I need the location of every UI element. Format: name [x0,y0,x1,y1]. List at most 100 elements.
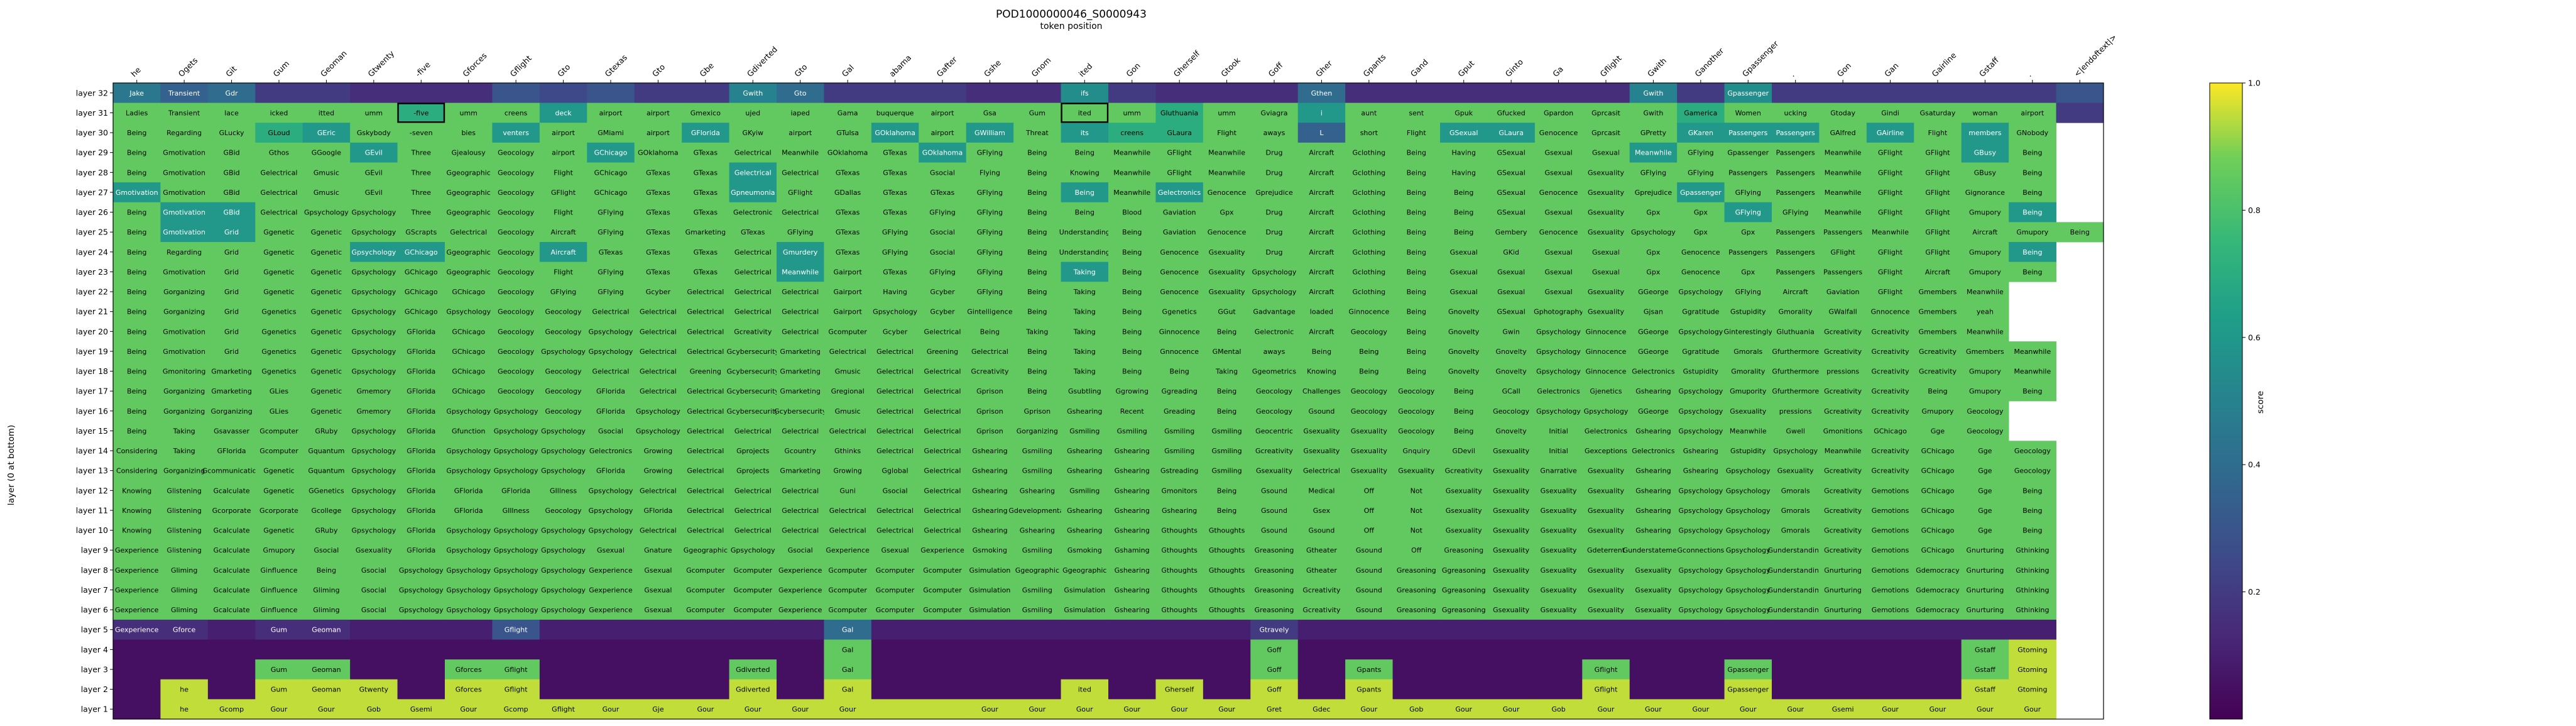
heatmap-cell [587,361,635,382]
heatmap-cell [445,441,493,461]
heatmap-cell [777,123,824,143]
y-tick-label: layer 22 [76,287,108,297]
heatmap-cell [1534,381,1583,402]
cell-label: Greasoning [1397,606,1436,614]
heatmap-cell [207,401,256,422]
cell-label: Gum [271,666,287,674]
heatmap-cell [729,480,777,501]
heatmap-cell [587,619,635,640]
cell-label: lace [224,109,239,117]
cell-label: Gluthuania [1777,327,1815,336]
cell-label: Recent [1120,407,1145,415]
cell-label: Passengers [1728,129,1767,137]
heatmap-cell [1061,441,1109,461]
heatmap-cell [1297,639,1346,660]
cell-label: Gpsychology [494,566,538,575]
cell-label: Gelectrical [829,348,866,356]
cell-label: Gelectrical [782,168,819,177]
cell-label: Meanwhile [1113,189,1150,197]
cell-label: Taking [1025,327,1048,336]
cell-label: Gelectronic [1255,327,1294,336]
x-tick-label: Gforces [461,51,488,79]
heatmap-cell [492,301,540,322]
cell-label: Gthoughts [1209,566,1245,575]
cell-label: Gelectrical [687,487,724,495]
heatmap-cell [207,222,256,243]
cell-label: Gsexuality [1588,308,1624,316]
heatmap-cell [1819,441,1867,461]
heatmap-cell [919,123,967,143]
cell-label: Gsmiling [1069,487,1100,495]
cell-label: Gcreativity [1824,467,1862,475]
heatmap-cell [1629,282,1678,302]
heatmap-cell [1345,500,1393,521]
heatmap-cell [966,321,1014,342]
cell-label: Gpsychology [446,407,491,415]
heatmap-cell [1866,441,1914,461]
cell-label: Gshearing [1635,507,1671,515]
cell-label: Gcreativity [1824,546,1862,554]
cell-label: Gexperience [778,586,822,594]
cell-label: Gelectrical [876,427,914,435]
heatmap-cell [539,480,587,501]
cell-label: Gpsychology [1726,606,1771,614]
heatmap-cell [1297,222,1346,243]
heatmap-cell [1061,341,1109,362]
cell-label: GFlight [1925,209,1950,217]
heatmap-cell [160,341,209,362]
heatmap-cell [634,659,682,680]
heatmap-cell [397,361,445,382]
heatmap-cell [634,222,682,243]
heatmap-cell [1724,421,1772,441]
heatmap-cell [302,222,351,243]
heatmap-cell [445,102,493,123]
heatmap-cell [2009,202,2056,223]
heatmap-cell [1297,441,1346,461]
cell-label: Gsexual [1592,149,1620,157]
heatmap-cell [350,102,398,123]
heatmap-cell [777,102,824,123]
heatmap-cell [302,361,351,382]
cell-label: Gpx [1646,268,1661,276]
heatmap-cell [1108,441,1156,461]
heatmap-cell [1819,619,1867,640]
cell-label: creens [505,109,528,117]
heatmap-cell [587,381,635,402]
cell-label: GFlorida [407,527,435,535]
heatmap-cell [1061,619,1109,640]
heatmap-cell [445,222,493,243]
heatmap-cell [1108,679,1156,700]
cell-label: Gshearing [1067,467,1102,475]
cell-label: Gthen [1311,89,1333,97]
cell-label: Taking [1073,368,1096,376]
cell-label: Gcomputer [876,586,915,594]
heatmap-cell [1772,401,1820,422]
heatmap-cell [919,421,967,441]
heatmap-cell [1108,321,1156,342]
cell-label: GTexas [883,168,907,177]
heatmap-cell [871,142,919,163]
heatmap-cell [682,321,729,342]
heatmap-cell [1392,659,1441,680]
heatmap-cell [492,381,540,402]
cell-label: GFlight [551,189,576,197]
heatmap-cell [207,460,256,481]
heatmap-cell [1677,361,1725,382]
cell-label: GSexual [1497,189,1525,197]
heatmap-cell [1013,480,1061,501]
cell-label: Gpsychology [351,368,396,376]
heatmap-cell [966,301,1014,322]
heatmap-cell [1345,520,1393,541]
heatmap-cell [113,679,161,700]
cell-label: Not [1411,487,1423,495]
x-tick-label: Gum [271,58,292,79]
heatmap-cell [1914,679,1962,700]
cell-label: Gorganizing [211,407,253,415]
heatmap-cell [682,401,729,422]
cell-label: Gelectrical [876,507,914,515]
cell-label: Geocology [498,308,535,316]
cell-label: Gour [318,705,335,713]
cell-label: Gcomputer [828,586,867,594]
heatmap-cell [1013,261,1061,282]
heatmap-cell [1582,460,1630,481]
